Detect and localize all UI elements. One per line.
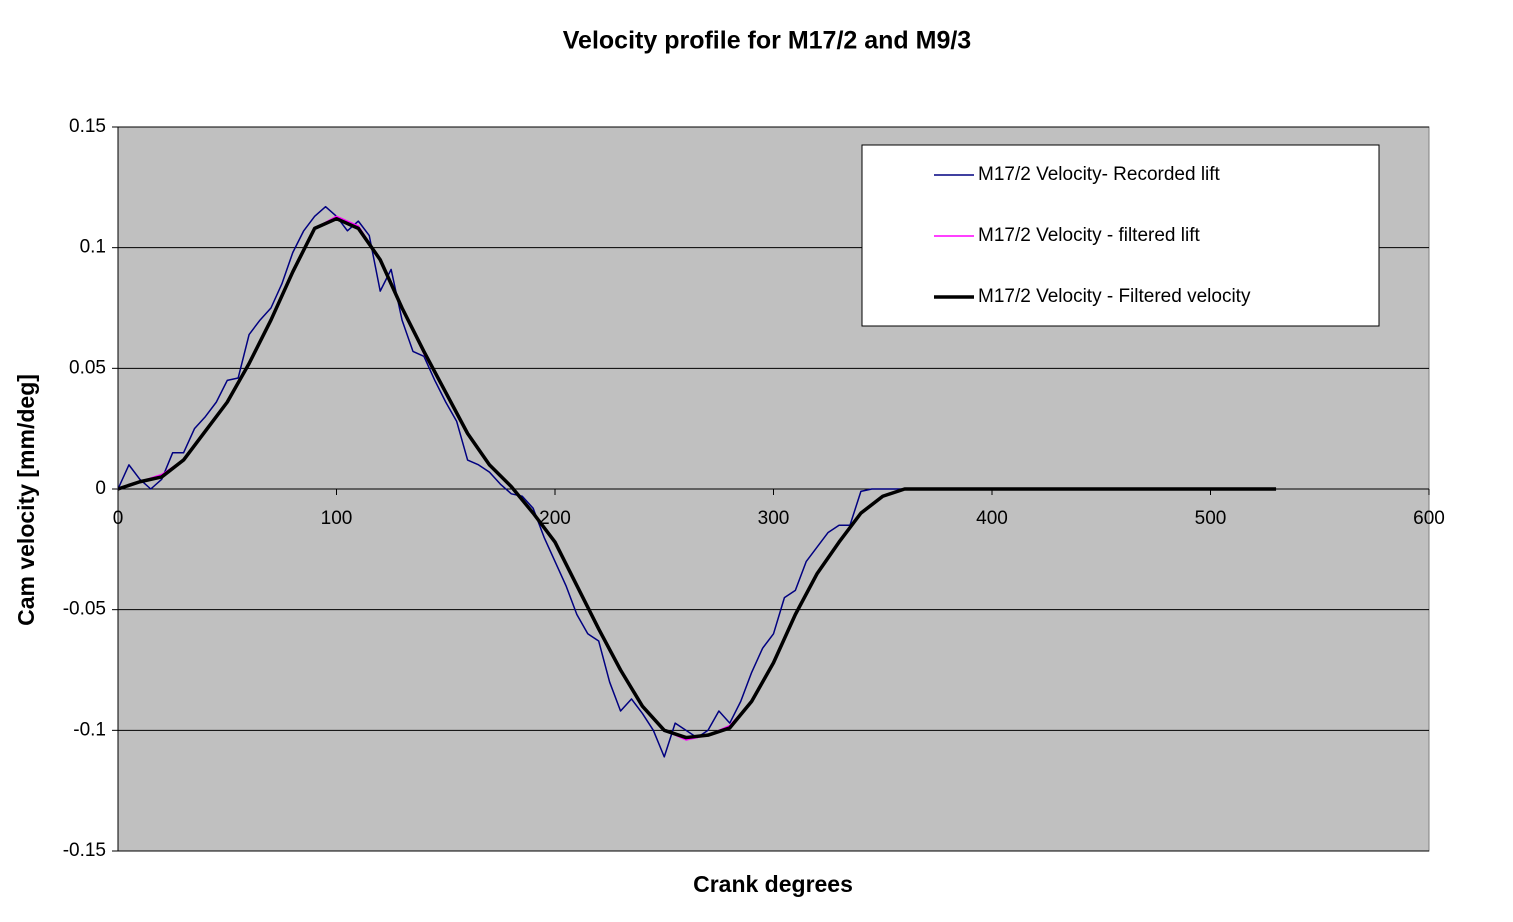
legend-label: M17/2 Velocity - Filtered velocity [978,286,1251,307]
x-tick-label: 600 [1413,508,1445,529]
x-tick-label: 400 [976,508,1008,529]
x-axis-label: Crank degrees [693,871,853,897]
x-tick-label: 300 [758,508,790,529]
y-tick-label: -0.15 [63,840,106,861]
y-tick-label: 0.05 [69,357,106,378]
y-tick-label: -0.1 [73,719,106,740]
series-line [117,205,905,758]
y-tick-label: 0.15 [69,116,106,137]
y-tick-label: 0 [95,478,106,499]
x-tick-label: 200 [539,508,571,529]
legend-label: M17/2 Velocity- Recorded lift [978,164,1221,185]
chart-title: Velocity profile for M17/2 and M9/3 [563,27,971,55]
series-line [117,216,1277,740]
y-tick-label: 0.1 [80,237,106,258]
legend-label: M17/2 Velocity - filtered lift [978,225,1200,246]
x-tick-label: 500 [1195,508,1227,529]
y-axis-label: Cam velocity [mm/deg] [13,374,39,626]
x-tick-label: 0 [113,508,124,529]
y-tick-label: -0.05 [63,599,106,620]
x-tick-label: 100 [321,508,353,529]
